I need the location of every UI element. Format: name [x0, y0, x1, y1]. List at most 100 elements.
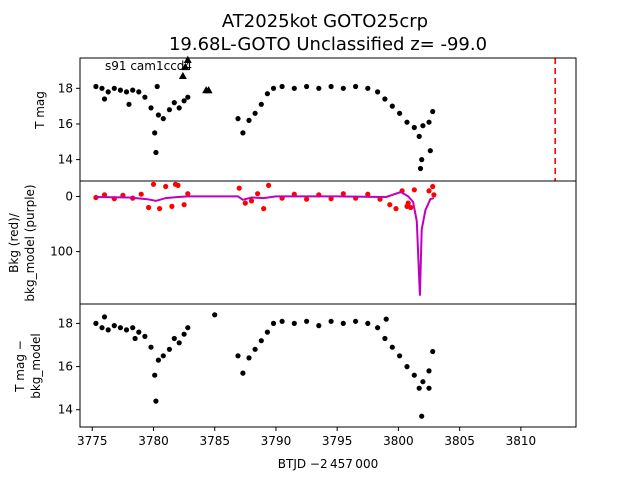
bkg-point	[157, 206, 163, 212]
bottom-data-point	[264, 329, 270, 335]
bottom-data-point	[426, 368, 432, 374]
top-data-point	[148, 105, 154, 111]
top-data-point	[176, 105, 182, 111]
bottom-data-point	[185, 325, 191, 331]
top-data-point	[426, 119, 432, 125]
bottom-data-point	[101, 314, 108, 320]
top-data-point	[353, 83, 359, 90]
bottom-data-point	[340, 320, 346, 326]
chart-title-line2: 19.68L-GOTO Unclassified z= -99.0	[169, 34, 487, 55]
top-data-point	[123, 89, 130, 95]
bottom-panel-ylabel-line2: bkg_model	[29, 333, 43, 399]
bkg-point	[426, 188, 432, 194]
x-tick-label: 3775	[77, 434, 108, 448]
bottom-data-point	[111, 323, 117, 329]
bkg-point	[163, 183, 169, 190]
top-data-point	[160, 116, 166, 122]
top-data-point	[365, 85, 371, 91]
middle-y-tick-label: 0	[65, 189, 73, 203]
bottom-data-point	[176, 340, 182, 346]
bkg-point	[181, 202, 187, 208]
bkg-point	[387, 202, 393, 208]
top-data-point	[142, 94, 148, 100]
top-data-point	[419, 157, 425, 163]
bottom-data-point	[353, 318, 359, 324]
bottom-data-point	[316, 323, 322, 329]
bottom-y-tick-label: 16	[58, 360, 73, 374]
bottom-data-point	[404, 364, 410, 370]
top-data-point	[246, 117, 252, 123]
bottom-data-point	[419, 413, 425, 419]
bottom-data-point	[382, 335, 388, 342]
bottom-panel: T mag − bkg_model 14 16 18	[13, 303, 577, 428]
top-data-point	[404, 119, 410, 125]
bottom-data-point	[426, 385, 432, 391]
bkg-point	[266, 182, 272, 188]
top-data-point	[136, 89, 142, 95]
bkg-point	[138, 191, 144, 197]
bottom-data-point	[117, 325, 123, 331]
bkg-point	[304, 196, 310, 202]
top-data-point	[252, 110, 258, 116]
x-tick-label: 3800	[383, 434, 414, 448]
top-data-point	[155, 112, 161, 118]
bottom-panel-marks	[93, 312, 436, 419]
bottom-data-point	[235, 353, 241, 359]
bottom-data-point	[279, 318, 285, 324]
bkg-point	[236, 185, 242, 191]
bkg-point	[146, 204, 152, 211]
top-triangle-point	[204, 86, 213, 94]
middle-panel-ylabel-line2: bkg_model (purple)	[23, 184, 37, 301]
middle-panel-y-ticks: 0 100	[50, 189, 80, 259]
middle-panel-ylabel-line1: Bkg (red)/	[7, 212, 21, 273]
bottom-data-point	[258, 338, 264, 344]
top-data-point	[304, 83, 310, 90]
chart-title-line1: AT2025kot GOTO25crp	[222, 11, 428, 32]
top-data-point	[389, 103, 395, 109]
bkg-point	[393, 206, 399, 212]
top-data-point	[240, 130, 246, 136]
bottom-data-point	[416, 385, 422, 391]
bottom-data-point	[142, 333, 148, 339]
top-data-point	[235, 116, 241, 122]
x-tick-label: 3790	[261, 434, 292, 448]
bottom-data-point	[130, 325, 136, 331]
middle-panel-marks	[93, 181, 437, 296]
top-data-point	[340, 85, 346, 91]
bkg-point	[365, 191, 371, 197]
x-tick-label: 3805	[444, 434, 475, 448]
bottom-panel-ylabel-line1: T mag −	[13, 340, 27, 393]
top-data-point	[99, 85, 105, 91]
top-data-point	[270, 85, 277, 91]
bottom-data-point	[252, 346, 258, 352]
bottom-data-point	[171, 335, 177, 342]
top-data-point	[375, 89, 381, 95]
top-data-point	[264, 91, 270, 97]
top-triangle-point	[183, 55, 192, 63]
bkg-point	[101, 192, 108, 198]
bottom-data-point	[430, 348, 436, 355]
bottom-data-point	[291, 320, 297, 326]
top-panel-annotation: s91 cam1ccd4	[105, 59, 192, 73]
top-data-point	[397, 110, 403, 116]
bottom-data-point	[123, 327, 130, 333]
bottom-data-point	[166, 346, 172, 352]
top-data-point	[411, 124, 417, 131]
top-data-point	[111, 85, 117, 91]
top-data-point	[130, 87, 136, 93]
bottom-data-point	[270, 320, 277, 326]
bottom-data-point	[246, 355, 252, 361]
top-data-point	[417, 165, 424, 172]
bottom-data-point	[304, 318, 310, 324]
top-data-point	[427, 148, 433, 154]
bkg-point	[261, 206, 267, 212]
top-data-point	[185, 94, 191, 100]
bottom-data-point	[328, 318, 334, 324]
top-data-point	[93, 83, 99, 90]
bkg-point	[431, 192, 437, 198]
bkg-model-line	[95, 190, 435, 296]
top-data-point	[420, 123, 426, 129]
bkg-point	[248, 198, 255, 204]
bottom-data-point	[148, 344, 154, 350]
